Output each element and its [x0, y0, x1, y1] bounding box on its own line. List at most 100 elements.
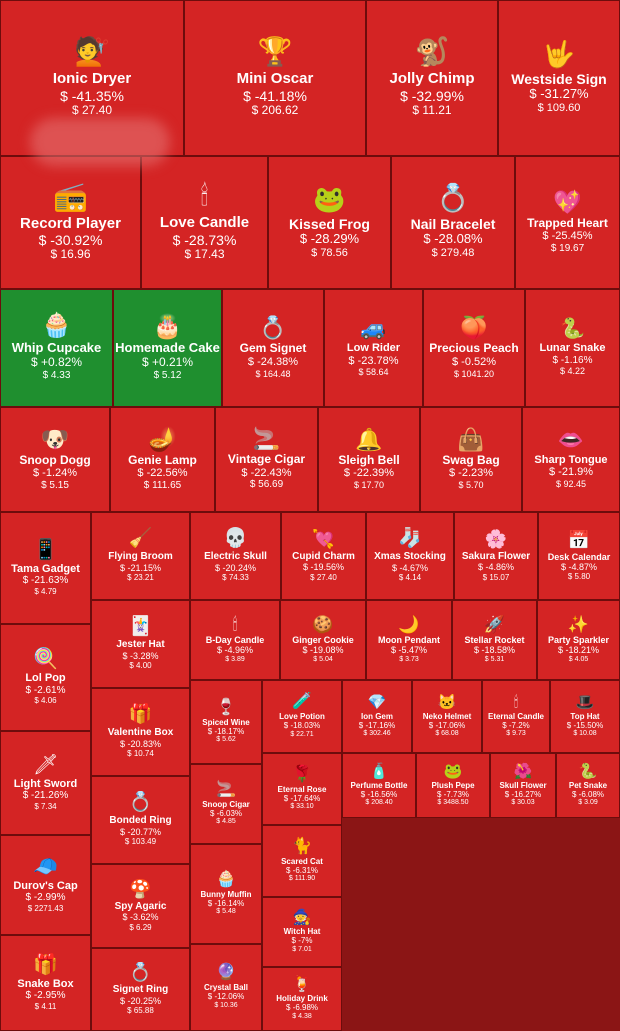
item-price: $ 208.40 [365, 799, 393, 807]
item-price: $ 15.07 [482, 572, 510, 582]
item-icon: 🃏 [128, 616, 153, 638]
tile-scared-cat[interactable]: 🐈 Scared Cat $ -6.31% $ 111.90 [262, 825, 342, 897]
item-icon: 🕯 [232, 615, 238, 635]
tile-plush-pepe[interactable]: 🐸 Plush Pepe $ -7.73% $ 3488.50 [416, 753, 490, 818]
item-price: $ 27.40 [310, 572, 337, 582]
item-icon: 🧁 [216, 870, 236, 888]
tile-low-rider[interactable]: 🚙 Low Rider $ -23.78% $ 58.64 [324, 289, 423, 407]
item-name: Westside Sign [511, 71, 607, 88]
item-name: B-Day Candle [205, 635, 265, 646]
item-change: $ -22.56% [137, 467, 188, 480]
item-price: $ 1041.20 [453, 368, 495, 379]
item-icon: 🪔 [148, 425, 177, 452]
tile-ginger-cookie[interactable]: 🍪 Ginger Cookie $ -19.08% $ 5.04 [280, 600, 366, 680]
tile-nail-bracelet[interactable]: 💍 Nail Bracelet $ -28.08% $ 279.48 [391, 156, 515, 289]
item-icon: 🌺 [513, 762, 533, 780]
tile-gem-signet[interactable]: 💍 Gem Signet $ -24.38% $ 164.48 [222, 289, 324, 407]
tile-bunny-muffin[interactable]: 🧁 Bunny Muffin $ -16.14% $ 5.48 [190, 844, 262, 944]
tile-xmas-stocking[interactable]: 🧦 Xmas Stocking $ -4.67% $ 4.14 [366, 512, 454, 600]
tile-perfume-bottle[interactable]: 🧴 Perfume Bottle $ -16.56% $ 208.40 [342, 753, 416, 818]
tile-vintage-cigar[interactable]: 🚬 Vintage Cigar $ -22.43% $ 56.69 [215, 407, 318, 512]
item-change: $ -18.21% [557, 645, 600, 656]
item-icon: 🍷 [216, 698, 236, 716]
tile-top-hat[interactable]: 🎩 Top Hat $ -15.50% $ 10.08 [550, 680, 620, 753]
item-icon: 🐸 [443, 762, 463, 780]
item-name: Bonded Ring [109, 815, 172, 827]
tile-flying-broom[interactable]: 🧹 Flying Broom $ -21.15% $ 23.21 [91, 512, 190, 600]
tile-tama-gadget[interactable]: 📱 Tama Gadget $ -21.63% $ 4.79 [0, 512, 91, 624]
tile-cupid-charm[interactable]: 💘 Cupid Charm $ -19.56% $ 27.40 [281, 512, 366, 600]
tile-valentine-box[interactable]: 🎁 Valentine Box $ -20.83% $ 10.74 [91, 688, 190, 776]
item-change: $ -21.15% [119, 562, 162, 573]
tile-trapped-heart[interactable]: 💖 Trapped Heart $ -25.45% $ 19.67 [515, 156, 620, 289]
tile-sakura-flower[interactable]: 🌸 Sakura Flower $ -4.86% $ 15.07 [454, 512, 538, 600]
tile-electric-skull[interactable]: 💀 Electric Skull $ -20.24% $ 74.33 [190, 512, 281, 600]
tile-snoop-dogg[interactable]: 🐶 Snoop Dogg $ -1.24% $ 5.15 [0, 407, 110, 512]
tile-neko-helmet[interactable]: 🐱 Neko Helmet $ -17.06% $ 68.08 [412, 680, 482, 753]
tile-jolly-chimp[interactable]: 🐒 Jolly Chimp $ -32.99% $ 11.21 [366, 0, 498, 156]
tile-ion-gem[interactable]: 💎 Ion Gem $ -17.16% $ 302.46 [342, 680, 412, 753]
item-name: Cupid Charm [292, 550, 355, 562]
tile-sleigh-bell[interactable]: 🔔 Sleigh Bell $ -22.39% $ 17.70 [318, 407, 420, 512]
tile-durov-s-cap[interactable]: 🧢 Durov's Cap $ -2.99% $ 2271.43 [0, 835, 91, 935]
tile-signet-ring[interactable]: 💍 Signet Ring $ -20.25% $ 65.88 [91, 948, 190, 1031]
tile-lunar-snake[interactable]: 🐍 Lunar Snake $ -1.16% $ 4.22 [525, 289, 620, 407]
tile-kissed-frog[interactable]: 🐸 Kissed Frog $ -28.29% $ 78.56 [268, 156, 391, 289]
tile-mini-oscar[interactable]: 🏆 Mini Oscar $ -41.18% $ 206.62 [184, 0, 366, 156]
tile-sharp-tongue[interactable]: 👄 Sharp Tongue $ -21.9% $ 92.45 [522, 407, 620, 512]
tile-swag-bag[interactable]: 👜 Swag Bag $ -2.23% $ 5.70 [420, 407, 522, 512]
tile-light-sword[interactable]: 🗡 Light Sword $ -21.26% $ 7.34 [0, 731, 91, 835]
tile-westside-sign[interactable]: 🤟 Westside Sign $ -31.27% $ 109.60 [498, 0, 620, 156]
tile-pet-snake[interactable]: 🐍 Pet Snake $ -6.08% $ 3.09 [556, 753, 620, 818]
item-icon: 🐍 [578, 762, 598, 780]
tile-spiced-wine[interactable]: 🍷 Spiced Wine $ -18.17% $ 5.62 [190, 680, 262, 764]
item-price: $ 4.22 [559, 366, 586, 377]
tile-whip-cupcake[interactable]: 🧁 Whip Cupcake $ +0.82% $ 4.33 [0, 289, 113, 407]
tile-lol-pop[interactable]: 🍭 Lol Pop $ -2.61% $ 4.06 [0, 624, 91, 731]
tile-moon-pendant[interactable]: 🌙 Moon Pendant $ -5.47% $ 3.73 [366, 600, 452, 680]
tile-love-potion[interactable]: 🧪 Love Potion $ -18.03% $ 22.71 [262, 680, 342, 753]
item-icon: 🕯 [513, 693, 519, 711]
tile-precious-peach[interactable]: 🍑 Precious Peach $ -0.52% $ 1041.20 [423, 289, 525, 407]
tile-crystal-ball[interactable]: 🔮 Crystal Ball $ -12.06% $ 10.36 [190, 944, 262, 1031]
tile-witch-hat[interactable]: 🧙 Witch Hat $ -7% $ 7.01 [262, 897, 342, 967]
item-price: $ 22.71 [290, 730, 314, 738]
item-price: $ 5.80 [567, 572, 591, 582]
item-icon: 🚀 [483, 615, 506, 635]
item-price: $ 4.85 [216, 818, 236, 826]
item-name: Eternal Rose [277, 784, 327, 794]
item-name: Neko Helmet [422, 711, 472, 721]
item-name: Tama Gadget [11, 562, 80, 575]
tile-snoop-cigar[interactable]: 🚬 Snoop Cigar $ -6.03% $ 4.85 [190, 764, 262, 844]
item-change: $ -17.16% [358, 720, 396, 730]
tile-spy-agaric[interactable]: 🍄 Spy Agaric $ -3.62% $ 6.29 [91, 864, 190, 948]
item-change: $ -18.58% [473, 645, 516, 656]
item-change: $ -19.56% [302, 562, 345, 573]
tile-genie-lamp[interactable]: 🪔 Genie Lamp $ -22.56% $ 111.65 [110, 407, 215, 512]
item-change: $ -0.52% [451, 355, 497, 368]
item-change: $ -20.24% [214, 562, 257, 573]
tile-skull-flower[interactable]: 🌺 Skull Flower $ -16.27% $ 30.03 [490, 753, 556, 818]
item-name: Record Player [20, 214, 121, 232]
item-name: Valentine Box [107, 727, 174, 739]
tile-bonded-ring[interactable]: 💍 Bonded Ring $ -20.77% $ 103.49 [91, 776, 190, 864]
tile-love-candle[interactable]: 🕯 Love Candle $ -28.73% $ 17.43 [141, 156, 268, 289]
tile-snake-box[interactable]: 🎁 Snake Box $ -2.95% $ 4.11 [0, 935, 91, 1031]
tile-eternal-candle[interactable]: 🕯 Eternal Candle $ -7.2% $ 9.73 [482, 680, 550, 753]
tile-stellar-rocket[interactable]: 🚀 Stellar Rocket $ -18.58% $ 5.31 [452, 600, 537, 680]
tile-homemade-cake[interactable]: 🎂 Homemade Cake $ +0.21% $ 5.12 [113, 289, 222, 407]
tile-party-sparkler[interactable]: ✨ Party Sparkler $ -18.21% $ 4.05 [537, 600, 620, 680]
tile-ionic-dryer[interactable]: 💇 Ionic Dryer $ -41.35% $ 27.40 [0, 0, 184, 156]
tile-record-player[interactable]: 📻 Record Player $ -30.92% $ 16.96 [0, 156, 141, 289]
item-change: $ -25.45% [542, 230, 593, 243]
item-name: Whip Cupcake [11, 340, 102, 356]
tile-desk-calendar[interactable]: 📅 Desk Calendar $ -4.87% $ 5.80 [538, 512, 620, 600]
item-icon: 🍄 [129, 878, 152, 899]
item-icon: 🧁 [41, 312, 72, 340]
tile-holiday-drink[interactable]: 🍹 Holiday Drink $ -6.98% $ 4.38 [262, 967, 342, 1031]
tile-b-day-candle[interactable]: 🕯 B-Day Candle $ -4.96% $ 3.89 [190, 600, 280, 680]
blur-patch [30, 118, 170, 166]
tile-jester-hat[interactable]: 🃏 Jester Hat $ -3.28% $ 4.00 [91, 600, 190, 688]
item-price: $ 23.21 [127, 573, 154, 583]
tile-eternal-rose[interactable]: 🌹 Eternal Rose $ -17.64% $ 33.10 [262, 753, 342, 825]
